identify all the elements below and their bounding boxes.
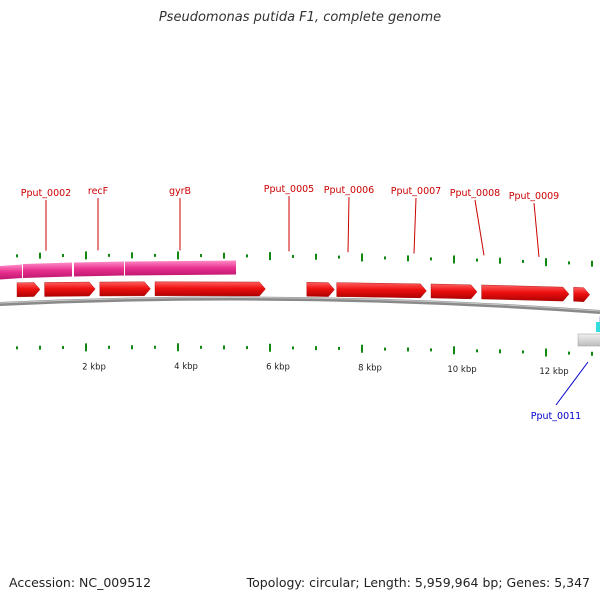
- cds-band-segment: [125, 260, 236, 276]
- accession-text: Accession: NC_009512: [9, 575, 152, 590]
- cds-band-segment: [74, 261, 124, 277]
- genome-backbone: [0, 296, 600, 314]
- genome-summary: Topology: circular; Length: 5,959,964 bp…: [246, 575, 590, 590]
- scale-label: 12 kbp: [539, 367, 568, 377]
- forward-gene-arrow[interactable]: [306, 282, 335, 297]
- label-leader-line: [555, 361, 589, 406]
- gene-label[interactable]: Pput_0006: [324, 185, 374, 196]
- scale-label: 8 kbp: [358, 363, 382, 373]
- gene-label[interactable]: Pput_0005: [264, 184, 314, 195]
- cds-band-segment: [0, 264, 22, 280]
- gene-label[interactable]: recF: [88, 186, 108, 197]
- forward-gene-arrow[interactable]: [573, 287, 590, 302]
- forward-gene-arrow[interactable]: [16, 282, 41, 297]
- label-leader-line: [347, 196, 350, 253]
- gene-label[interactable]: Pput_0008: [450, 188, 500, 199]
- forward-gene-arrow[interactable]: [481, 284, 570, 302]
- gene-label[interactable]: Pput_0011: [531, 411, 581, 422]
- label-leader-line: [413, 197, 417, 254]
- cds-band: [0, 260, 236, 280]
- genome-backbone-highlight: [0, 297, 600, 312]
- forward-gene-arrow[interactable]: [430, 283, 478, 300]
- gene-label[interactable]: gyrB: [169, 186, 191, 197]
- genome-title: Pseudomonas putida F1, complete genome: [158, 10, 442, 25]
- label-leader-line: [474, 199, 485, 256]
- feature-cyan: [596, 322, 600, 332]
- forward-gene-arrow[interactable]: [154, 281, 266, 297]
- scale-label: 6 kbp: [266, 363, 290, 373]
- forward-gene-arrow[interactable]: [99, 281, 151, 297]
- cds-band-segment: [23, 262, 72, 278]
- label-leader-line: [533, 202, 540, 257]
- scale-label: 2 kbp: [82, 362, 106, 372]
- forward-gene-arrow[interactable]: [336, 282, 427, 299]
- gene-label[interactable]: Pput_0002: [21, 188, 71, 199]
- gene-label[interactable]: Pput_0007: [391, 186, 441, 197]
- gene-label[interactable]: Pput_0009: [509, 191, 559, 202]
- feature-grey: [577, 333, 600, 347]
- forward-gene-arrow[interactable]: [44, 281, 96, 297]
- scale-label: 10 kbp: [447, 365, 476, 375]
- scale-label: 4 kbp: [174, 362, 198, 372]
